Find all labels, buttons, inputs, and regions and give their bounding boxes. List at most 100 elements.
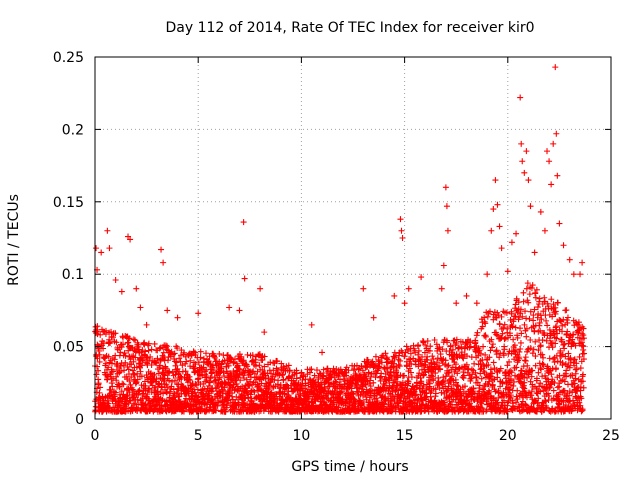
data-point (455, 345, 462, 352)
data-point (570, 331, 577, 338)
data-point (127, 381, 134, 388)
data-point (577, 271, 584, 278)
data-point (519, 158, 526, 165)
data-point (577, 384, 584, 391)
data-point (514, 387, 521, 394)
data-point (553, 130, 560, 137)
data-point (95, 347, 102, 354)
data-point (381, 365, 388, 372)
data-point (234, 362, 241, 369)
data-point (229, 396, 236, 403)
data-point (410, 387, 417, 394)
data-point (163, 401, 170, 408)
data-point (579, 330, 586, 337)
data-point (554, 384, 561, 391)
data-point (209, 388, 216, 395)
data-point (536, 295, 543, 302)
data-point (261, 329, 268, 336)
data-point (506, 358, 513, 365)
data-point (377, 373, 384, 380)
data-point (546, 335, 553, 342)
data-point (465, 365, 472, 372)
data-point (417, 374, 424, 381)
data-point (537, 380, 544, 387)
data-point (517, 346, 524, 353)
data-point (529, 367, 536, 374)
data-point (460, 369, 467, 376)
data-point (530, 317, 537, 324)
data-point (112, 389, 119, 396)
data-point (397, 357, 404, 364)
data-point (235, 365, 242, 372)
data-point (420, 338, 427, 345)
data-point (503, 392, 510, 399)
data-point (107, 386, 114, 393)
data-point (398, 227, 405, 234)
data-point (535, 310, 542, 317)
data-point (521, 169, 528, 176)
data-point (203, 350, 210, 357)
data-point (512, 347, 519, 354)
data-point (570, 271, 577, 278)
data-point (535, 395, 542, 402)
data-point (510, 378, 517, 385)
data-point (415, 347, 422, 354)
data-point (174, 345, 181, 352)
data-point (508, 369, 515, 376)
data-point (226, 304, 233, 311)
data-point (563, 373, 570, 380)
data-point (533, 286, 540, 293)
data-point (553, 365, 560, 372)
data-point (181, 349, 188, 356)
data-point (395, 361, 402, 368)
data-point (476, 347, 483, 354)
data-point (568, 381, 575, 388)
data-point (233, 380, 240, 387)
data-point (447, 379, 454, 386)
data-point (445, 362, 452, 369)
data-point (546, 158, 553, 165)
data-point (275, 377, 282, 384)
data-point (126, 389, 133, 396)
data-point (93, 245, 100, 252)
data-point (136, 387, 143, 394)
data-point (575, 327, 582, 334)
data-point (372, 353, 379, 360)
data-point (580, 332, 587, 339)
data-point (513, 364, 520, 371)
data-point (121, 367, 128, 374)
data-point (552, 340, 559, 347)
data-point (236, 351, 243, 358)
data-point (128, 374, 135, 381)
data-point (517, 310, 524, 317)
data-point (397, 216, 404, 223)
x-tick-label: 20 (499, 428, 517, 444)
data-point (556, 220, 563, 227)
data-point (387, 368, 394, 375)
data-point (572, 342, 579, 349)
data-point (452, 361, 459, 368)
data-point (240, 219, 247, 226)
data-point (307, 369, 314, 376)
data-point (320, 366, 327, 373)
data-point (96, 358, 103, 365)
data-point (111, 356, 118, 363)
data-point (222, 380, 229, 387)
data-point (364, 363, 371, 370)
data-point (156, 345, 163, 352)
data-point (138, 373, 145, 380)
data-point (138, 349, 145, 356)
data-point (519, 373, 526, 380)
data-point (486, 389, 493, 396)
data-point (102, 327, 109, 334)
data-point (163, 389, 170, 396)
data-point (420, 383, 427, 390)
data-point (504, 399, 511, 406)
data-point (113, 339, 120, 346)
data-point (341, 378, 348, 385)
data-point (487, 308, 494, 315)
data-point (164, 307, 171, 314)
data-point (352, 370, 359, 377)
data-point (498, 313, 505, 320)
data-point (507, 375, 514, 382)
